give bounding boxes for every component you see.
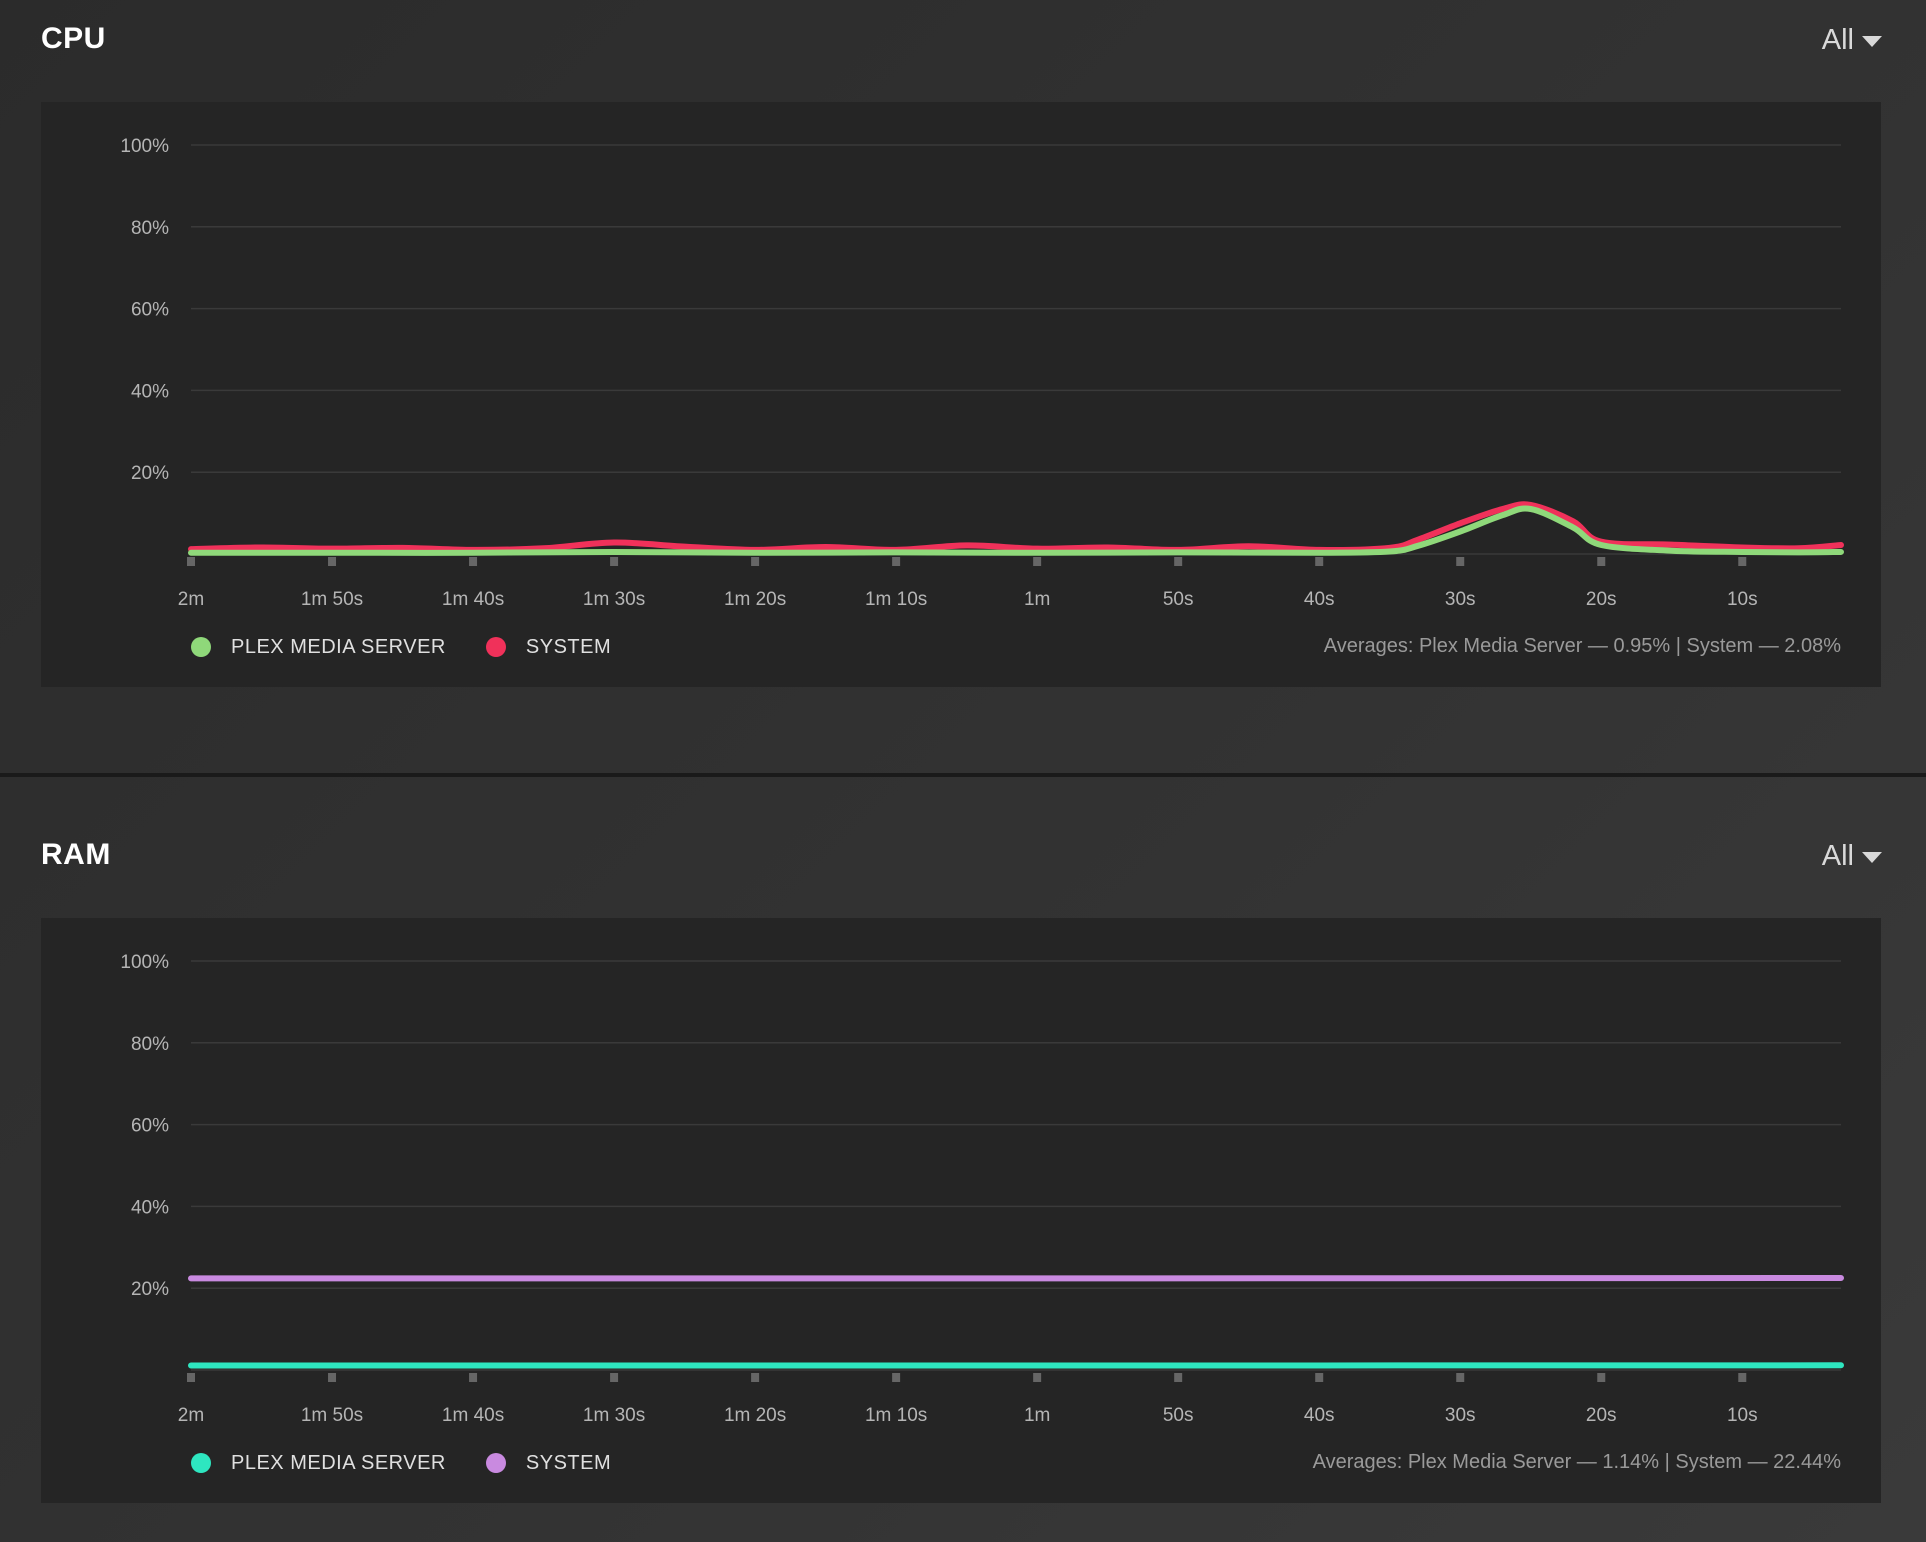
x-tick-label: 1m 50s	[301, 1405, 363, 1426]
legend-item-system[interactable]: SYSTEM	[485, 1451, 612, 1475]
x-tick-mark	[610, 557, 619, 566]
legend-item-plex-media-server[interactable]: PLEX MEDIA SERVER	[191, 1452, 446, 1475]
cpu-title: CPU	[41, 22, 106, 55]
legend-label: PLEX MEDIA SERVER	[231, 635, 446, 658]
x-tick-mark	[1315, 1373, 1324, 1382]
y-tick-label: 40%	[131, 381, 169, 402]
x-tick-mark	[469, 557, 478, 566]
x-tick-label: 40s	[1304, 589, 1335, 610]
x-tick-mark	[1597, 1373, 1606, 1382]
cpu-chart-panel: 100% 80% 60% 40% 20% 2m 1m 50s 1m 40s 1m 30s 1m 2…	[41, 102, 1881, 687]
x-tick-mark	[1033, 557, 1042, 566]
x-tick-label: 30s	[1445, 1405, 1476, 1426]
x-tick-mark	[1174, 557, 1183, 566]
cpu-section: CPU All 100% 80% 60% 40% 20% 2m 1m 50s 1m 40s 1m…	[41, 22, 1882, 687]
x-tick-mark	[1738, 1373, 1747, 1382]
x-tick-label: 10s	[1727, 589, 1758, 610]
x-tick-label: 1m	[1024, 1405, 1050, 1426]
legend-label: SYSTEM	[525, 1451, 612, 1474]
x-tick-label: 1m 50s	[301, 589, 363, 610]
x-tick-label: 1m 30s	[583, 1405, 645, 1426]
legend-dot-icon	[485, 637, 506, 657]
x-tick-mark	[751, 1373, 760, 1382]
x-tick-mark	[328, 557, 337, 566]
ram-range-dropdown[interactable]: All	[1822, 840, 1882, 873]
x-tick-mark	[469, 1373, 478, 1382]
x-tick-label: 10s	[1727, 1405, 1758, 1426]
cpu-range-dropdown-label: All	[1821, 24, 1854, 56]
x-tick-label: 1m 10s	[865, 589, 927, 610]
x-tick-mark	[187, 1373, 195, 1382]
y-tick-label: 100%	[120, 136, 169, 157]
x-tick-mark	[1033, 1373, 1042, 1382]
ram-section: RAM All 100% 80% 60% 40% 20% 2m 1m 50s 1m 40s 1m…	[0, 777, 1926, 1542]
caret-down-icon	[1862, 36, 1882, 47]
x-tick-mark	[1738, 557, 1747, 566]
caret-down-icon	[1862, 852, 1882, 863]
series-line-plex-media-server	[188, 505, 1844, 556]
x-tick-mark	[1597, 557, 1606, 566]
y-tick-label: 100%	[120, 952, 169, 973]
ram-title: RAM	[41, 838, 111, 871]
section-divider	[0, 773, 1926, 777]
x-tick-label: 2m	[178, 1405, 204, 1426]
y-tick-label: 20%	[131, 1279, 169, 1300]
legend-item-system[interactable]: SYSTEM	[485, 635, 612, 659]
legend-dot-icon	[191, 1453, 211, 1473]
y-tick-label: 60%	[131, 1116, 169, 1137]
ram-chart-panel: 100% 80% 60% 40% 20% 2m 1m 50s 1m 40s 1m 30s 1m 2…	[41, 918, 1881, 1503]
y-tick-label: 40%	[131, 1197, 169, 1218]
x-tick-label: 50s	[1163, 589, 1194, 610]
x-tick-label: 1m 30s	[583, 589, 645, 610]
x-tick-mark	[328, 1373, 337, 1382]
x-tick-label: 20s	[1586, 1405, 1617, 1426]
x-tick-label: 2m	[178, 589, 204, 610]
x-tick-label: 40s	[1304, 1405, 1335, 1426]
x-tick-mark	[1174, 1373, 1183, 1382]
x-tick-mark	[751, 557, 760, 566]
x-tick-label: 30s	[1445, 589, 1476, 610]
legend-item-plex-media-server[interactable]: PLEX MEDIA SERVER	[191, 636, 446, 659]
y-tick-label: 80%	[131, 1034, 169, 1055]
cpu-range-dropdown[interactable]: All	[1822, 24, 1882, 57]
x-tick-label: 1m 10s	[865, 1405, 927, 1426]
x-tick-mark	[892, 557, 901, 566]
cpu-averages: Averages: Plex Media Server — 0.95% | Sy…	[1323, 635, 1841, 657]
y-tick-label: 80%	[131, 218, 169, 239]
legend-dot-icon	[485, 1453, 506, 1473]
x-tick-label: 1m 20s	[724, 589, 786, 610]
legend-dot-icon	[191, 637, 211, 657]
x-tick-label: 1m	[1024, 589, 1050, 610]
cpu-legend: PLEX MEDIA SERVER SYSTEM	[191, 632, 651, 662]
legend-label: PLEX MEDIA SERVER	[231, 1451, 446, 1474]
x-tick-label: 20s	[1586, 589, 1617, 610]
x-tick-label: 50s	[1163, 1405, 1194, 1426]
y-tick-label: 20%	[131, 463, 169, 484]
cpu-chart: 100% 80% 60% 40% 20% 2m 1m 50s 1m 40s 1m 30s 1m 2…	[120, 136, 1844, 610]
x-tick-label: 1m 40s	[442, 1405, 504, 1426]
legend-label: SYSTEM	[525, 635, 612, 658]
ram-averages: Averages: Plex Media Server — 1.14% | Sy…	[1312, 1451, 1841, 1473]
x-tick-mark	[187, 557, 195, 566]
x-tick-label: 1m 40s	[442, 589, 504, 610]
x-tick-mark	[610, 1373, 619, 1382]
x-tick-mark	[1456, 1373, 1465, 1382]
x-tick-mark	[892, 1373, 901, 1382]
ram-chart: 100% 80% 60% 40% 20% 2m 1m 50s 1m 40s 1m 30s 1m 2…	[120, 952, 1844, 1426]
x-tick-label: 1m 20s	[724, 1405, 786, 1426]
ram-range-dropdown-label: All	[1821, 840, 1854, 872]
x-tick-mark	[1456, 557, 1465, 566]
y-tick-label: 60%	[131, 300, 169, 321]
x-tick-mark	[1315, 557, 1324, 566]
ram-legend: PLEX MEDIA SERVER SYSTEM	[191, 1448, 651, 1478]
